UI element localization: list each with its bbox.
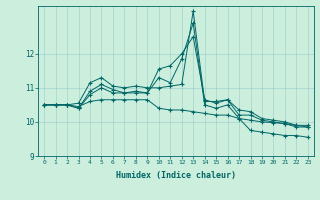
X-axis label: Humidex (Indice chaleur): Humidex (Indice chaleur) (116, 171, 236, 180)
